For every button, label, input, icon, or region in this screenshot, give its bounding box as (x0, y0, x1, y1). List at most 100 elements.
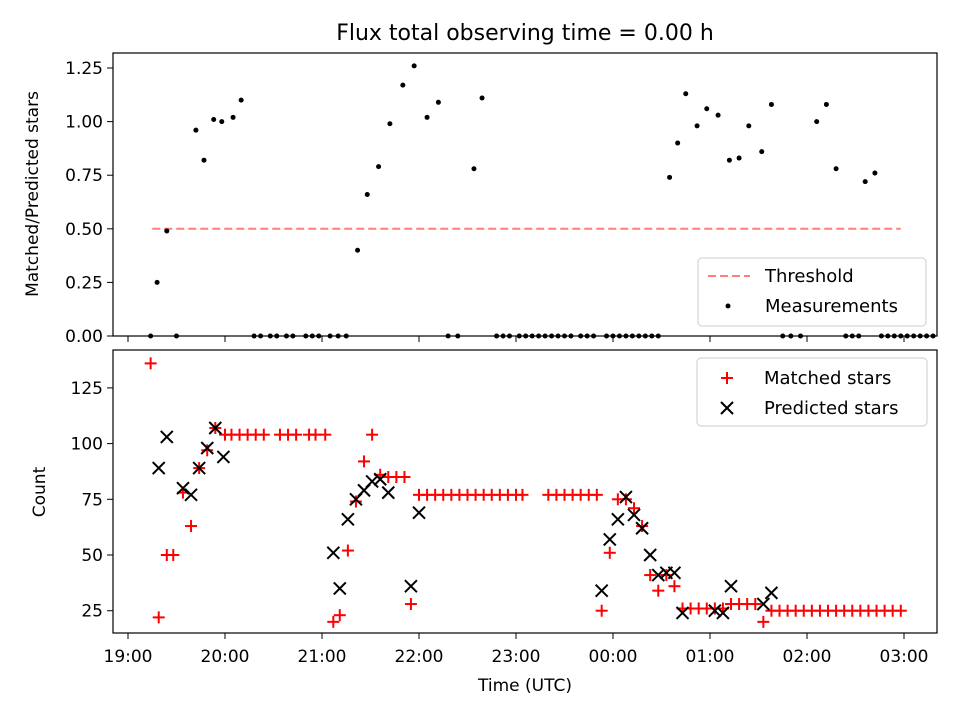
matched-point (603, 546, 616, 559)
predicted-point (373, 472, 387, 486)
matched-point (319, 428, 332, 441)
bottom-ytick-label: 100 (71, 435, 103, 455)
legend-predicted-swatch (720, 401, 734, 415)
predicted-point (643, 548, 657, 562)
measurement-point (376, 164, 382, 170)
measurement-point (746, 123, 752, 129)
matched-point (327, 615, 340, 628)
predicted-point (667, 566, 682, 580)
top-ytick-label: 1.00 (65, 113, 103, 133)
bottom-xtick-label: 01:00 (686, 647, 735, 667)
matched-point (652, 584, 665, 597)
top-ytick-label: 0.50 (65, 220, 103, 240)
top-ytick-label: 1.25 (65, 59, 103, 79)
measurement-point (355, 247, 361, 253)
bottom-legend-box (696, 357, 928, 427)
matched-point (619, 493, 632, 506)
top-legend: Threshold Measurements (697, 257, 927, 327)
bottom-ytick-label: 75 (81, 490, 103, 510)
legend-measurements-swatch (725, 303, 731, 309)
matched-point (333, 609, 346, 622)
measurement-point (424, 114, 430, 120)
bottom-ytick-label: 25 (81, 602, 103, 622)
measurement-point (814, 119, 820, 125)
predicted-point (152, 461, 166, 475)
top-y-axis-label: Matched/Predicted stars (23, 91, 43, 297)
bottom-axes-frame (112, 349, 938, 634)
matched-point (398, 471, 411, 484)
measurement-point (736, 155, 742, 161)
bottom-xtick-label: 03:00 (880, 647, 929, 667)
legend-matched-label: Matched stars (764, 368, 891, 389)
matched-point (201, 444, 214, 457)
measurement-point (759, 149, 765, 155)
legend-threshold-label: Threshold (764, 266, 854, 287)
predicted-point (611, 512, 625, 527)
matched-point (749, 598, 762, 611)
matched-point (636, 520, 649, 533)
bottom-xtick-label: 22:00 (395, 647, 444, 667)
bottom-xtick-label: 23:00 (492, 647, 541, 667)
predicted-point (208, 421, 223, 435)
measurement-point (411, 63, 417, 69)
bottom-xticks: 19:00 20:00 21:00 22:00 23:00 00:00 01:00 02:00… (104, 633, 929, 667)
predicted-point (635, 521, 649, 535)
matched-point (894, 604, 907, 617)
bottom-panel: 25 50 75 100 125 19:00 20:00 21:00 22:00 23:00 00… (30, 349, 938, 667)
predicted-point (651, 568, 665, 582)
predicted-point (724, 579, 738, 593)
measurement-point (768, 101, 774, 107)
top-panel: 0.00 0.25 0.50 0.75 1.00 1.25 Matched/Predict… (23, 52, 938, 347)
bottom-marks (144, 357, 907, 628)
predicted-point (192, 461, 206, 475)
bottom-xtick-label: 21:00 (298, 647, 347, 667)
predicted-point (716, 606, 730, 620)
measurement-point (704, 106, 710, 112)
legend-matched-swatch (721, 372, 733, 384)
predicted-point (708, 604, 722, 618)
legend-measurements-label: Measurements (765, 296, 898, 317)
predicted-point (381, 485, 395, 500)
measurement-point (823, 101, 829, 107)
measurement-point (683, 91, 689, 97)
matched-point (404, 598, 417, 611)
measurement-point (400, 82, 406, 88)
top-ytick-label: 0.25 (65, 273, 103, 293)
legend-predicted-label: Predicted stars (764, 398, 898, 419)
predicted-point (333, 581, 347, 596)
predicted-point (619, 490, 633, 504)
top-ytick-label: 0.00 (65, 327, 103, 347)
measurement-point (193, 127, 199, 133)
measurement-point (364, 192, 370, 197)
matched-point (590, 488, 603, 501)
predicted-point (594, 583, 609, 598)
measurement-point (230, 114, 236, 120)
measurement-point (715, 112, 721, 118)
top-ytick-label: 0.75 (65, 166, 103, 186)
x-axis-label: Time (UTC) (477, 676, 572, 696)
top-legend-box (697, 257, 927, 327)
bottom-xtick-label: 00:00 (589, 647, 638, 667)
bottom-xtick-label: 19:00 (104, 647, 153, 667)
matched-point (257, 428, 270, 441)
measurement-point (238, 97, 244, 103)
measurement-point (164, 228, 170, 234)
measurement-point (675, 140, 681, 146)
matched-point (290, 428, 303, 441)
predicted-point (627, 508, 641, 522)
measurement-point (154, 279, 160, 285)
measurement-point (862, 179, 868, 185)
matched-point (167, 549, 180, 562)
top-xticks (127, 336, 905, 342)
matched-point (668, 580, 681, 593)
matched-point (349, 495, 362, 508)
top-yticks: 0.00 0.25 0.50 0.75 1.00 1.25 (65, 59, 113, 347)
matched-point (757, 615, 770, 628)
measurement-point (201, 157, 207, 163)
bottom-xtick-label: 02:00 (783, 647, 832, 667)
top-axes-frame (112, 52, 938, 337)
matched-point (595, 604, 608, 617)
predicted-point (341, 512, 355, 527)
measurement-point (694, 123, 700, 129)
matched-point (358, 455, 371, 468)
